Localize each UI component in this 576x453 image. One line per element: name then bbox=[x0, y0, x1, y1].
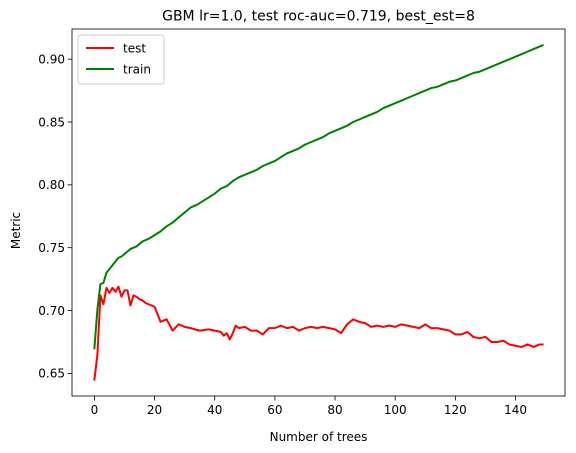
y-tick-label: 0.65 bbox=[38, 367, 65, 381]
plot-area: 0 20 40 60 80 100 120 140 0.65 0.70 0.75 0.80 0.85 0.… bbox=[38, 28, 566, 417]
plot-frame bbox=[71, 28, 566, 397]
y-axis-label: Metric bbox=[9, 212, 23, 249]
legend-label-test: test bbox=[123, 41, 146, 55]
x-tick-label: 60 bbox=[267, 403, 282, 417]
y-tick-label: 0.75 bbox=[38, 241, 65, 255]
legend-box bbox=[77, 34, 165, 85]
x-tick-label: 80 bbox=[327, 403, 342, 417]
y-tick-label: 0.70 bbox=[38, 304, 65, 318]
x-tick-label: 0 bbox=[91, 403, 99, 417]
y-tick-label: 0.85 bbox=[38, 115, 65, 129]
chart-title: GBM lr=1.0, test roc-auc=0.719, best_est… bbox=[162, 9, 475, 25]
x-tick-label: 100 bbox=[384, 403, 407, 417]
x-axis-label: Number of trees bbox=[270, 430, 368, 444]
x-tick-label: 140 bbox=[504, 403, 527, 417]
series-line-test bbox=[93, 285, 544, 381]
series-line-train bbox=[93, 44, 544, 350]
legend-label-train: train bbox=[123, 62, 151, 76]
x-tick-label: 40 bbox=[207, 403, 222, 417]
x-tick-label: 120 bbox=[444, 403, 467, 417]
x-tick-label: 20 bbox=[147, 403, 162, 417]
y-tick-label: 0.90 bbox=[38, 52, 65, 66]
legend: test train bbox=[77, 34, 165, 85]
y-tick-label: 0.80 bbox=[38, 178, 65, 192]
